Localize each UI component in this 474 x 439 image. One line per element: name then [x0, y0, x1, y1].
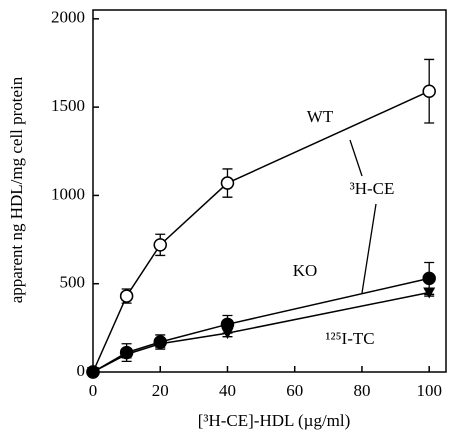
point [119, 289, 134, 303]
x-tick-label: 0 [89, 381, 98, 400]
x-tick-label: 100 [416, 381, 442, 400]
y-tick-label: 2000 [51, 8, 85, 27]
y-tick-label: 500 [60, 273, 86, 292]
point [120, 349, 133, 361]
x-tick-label: 80 [353, 381, 370, 400]
point [154, 338, 167, 350]
y-tick-label: 1500 [51, 96, 85, 115]
y-tick-label: 1000 [51, 184, 85, 203]
x-tick-label: 40 [219, 381, 236, 400]
series-line [92, 291, 430, 373]
point [87, 367, 99, 378]
point [153, 238, 167, 252]
annotation: ³H-CE [350, 179, 395, 198]
x-axis-label: [³H-CE]-HDL (µg/ml) [198, 411, 351, 430]
point [422, 84, 436, 98]
point [220, 176, 235, 190]
point [422, 271, 436, 286]
series-label: WT [307, 107, 334, 126]
plot-frame [92, 9, 447, 373]
point [221, 328, 234, 340]
y-axis-label: apparent ng HDL/mg cell protein [7, 76, 26, 303]
series-label: KO [293, 261, 318, 280]
leader-line [349, 139, 363, 177]
y-tick-label: 0 [77, 361, 86, 380]
series-label: ¹²⁵I-TC [325, 329, 374, 348]
point [423, 287, 436, 299]
x-tick-label: 20 [152, 381, 169, 400]
series-line [92, 90, 430, 373]
series-line [92, 277, 430, 373]
x-tick-label: 60 [286, 381, 303, 400]
leader-line [361, 203, 377, 294]
